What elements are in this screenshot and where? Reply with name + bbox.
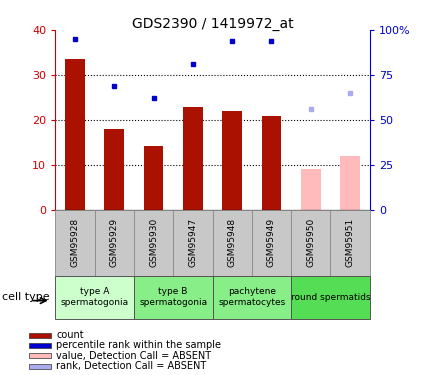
Text: percentile rank within the sample: percentile rank within the sample	[57, 340, 221, 351]
Bar	[55, 276, 134, 319]
Bar	[55, 210, 94, 276]
Text: value, Detection Call = ABSENT: value, Detection Call = ABSENT	[57, 351, 212, 361]
Bar	[340, 156, 360, 210]
Text: type A
spermatogonia: type A spermatogonia	[60, 288, 129, 307]
Bar	[252, 210, 291, 276]
Bar	[301, 169, 320, 210]
Text: GSM95951: GSM95951	[346, 218, 354, 267]
Text: GSM95950: GSM95950	[306, 218, 315, 267]
Bar	[212, 210, 252, 276]
Bar	[291, 276, 370, 319]
Bar	[105, 129, 124, 210]
Bar	[65, 59, 85, 210]
Bar	[262, 116, 281, 210]
Text: count: count	[57, 330, 84, 340]
Bar	[94, 210, 134, 276]
Bar	[144, 146, 163, 210]
Bar	[291, 210, 331, 276]
Text: GSM95928: GSM95928	[71, 218, 79, 267]
Bar	[134, 210, 173, 276]
Text: GSM95930: GSM95930	[149, 218, 158, 267]
Text: GSM95947: GSM95947	[188, 218, 197, 267]
Text: pachytene
spermatocytes: pachytene spermatocytes	[218, 288, 286, 307]
Bar	[212, 276, 291, 319]
Text: type B
spermatogonia: type B spermatogonia	[139, 288, 207, 307]
Text: round spermatids: round spermatids	[291, 292, 370, 302]
Bar	[173, 210, 212, 276]
Text: GSM95949: GSM95949	[267, 218, 276, 267]
Bar	[29, 364, 51, 369]
Bar	[134, 276, 212, 319]
Bar	[29, 333, 51, 338]
Bar	[183, 106, 203, 210]
Text: GDS2390 / 1419972_at: GDS2390 / 1419972_at	[132, 17, 293, 31]
Text: cell type: cell type	[2, 292, 50, 302]
Bar	[29, 353, 51, 358]
Bar	[222, 111, 242, 210]
Text: GSM95929: GSM95929	[110, 218, 119, 267]
Bar	[29, 343, 51, 348]
Text: GSM95948: GSM95948	[228, 218, 237, 267]
Bar	[331, 210, 370, 276]
Text: rank, Detection Call = ABSENT: rank, Detection Call = ABSENT	[57, 361, 207, 371]
